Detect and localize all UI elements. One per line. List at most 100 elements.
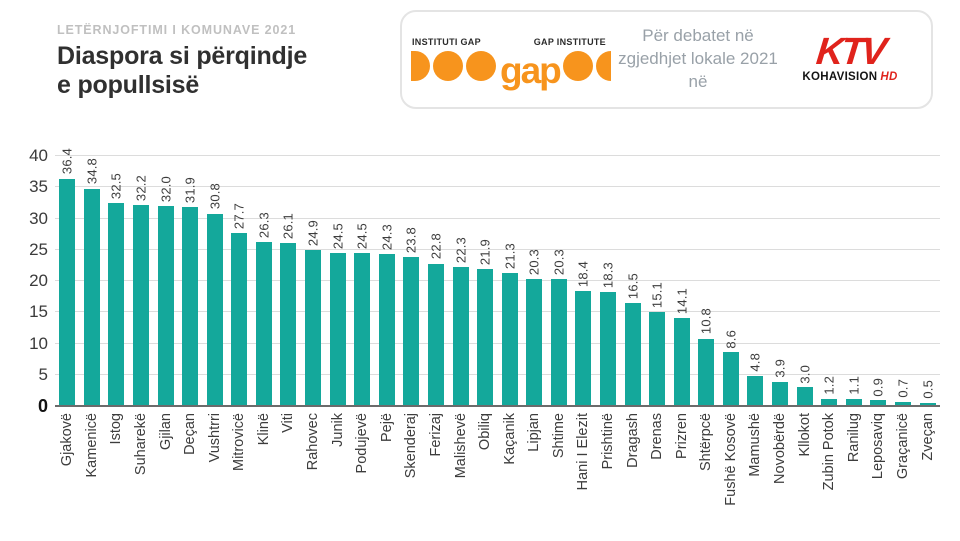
x-axis-label: Junik bbox=[329, 413, 346, 447]
x-axis-cell: Prizren bbox=[669, 413, 694, 538]
chart-column: 32.5 bbox=[104, 156, 129, 406]
chart-column: 32.2 bbox=[129, 156, 154, 406]
x-axis-cell: Obiliq bbox=[473, 413, 498, 538]
x-axis-label: Prishtinë bbox=[600, 413, 616, 470]
chart-column: 27.7 bbox=[227, 156, 252, 406]
bar bbox=[747, 376, 764, 406]
bar-value-label: 18.3 bbox=[600, 261, 616, 288]
x-axis-cell: Shtime bbox=[547, 413, 572, 538]
bar bbox=[526, 279, 543, 406]
x-axis-label: Deçan bbox=[182, 413, 199, 455]
x-axis-cell: Mitrovicë bbox=[227, 413, 252, 538]
gap-institute-logo: INSTITUTI GAP GAP INSTITUTE gap bbox=[411, 37, 611, 89]
chart-column: 34.8 bbox=[80, 156, 105, 406]
y-axis-label: 10 bbox=[29, 333, 48, 353]
bar bbox=[329, 252, 346, 406]
x-axis-cell: Graçanicë bbox=[891, 413, 916, 538]
x-axis-label: Obiliq bbox=[477, 413, 494, 451]
bar-value-label: 34.8 bbox=[84, 158, 100, 185]
y-axis-label: 20 bbox=[29, 271, 48, 290]
chart-column: 24.9 bbox=[301, 156, 326, 406]
bar-value-label: 24.9 bbox=[305, 220, 321, 247]
page-title: Diaspora si përqindje e popullsisë bbox=[57, 42, 307, 99]
chart-column: 8.6 bbox=[719, 156, 744, 406]
bar bbox=[501, 272, 518, 406]
x-axis-cell: Mamushë bbox=[743, 413, 768, 538]
gap-logo-dot-icon bbox=[562, 51, 593, 81]
bar bbox=[919, 402, 936, 406]
chart-column: 20.3 bbox=[522, 156, 547, 406]
x-axis-label: Novobërdë bbox=[772, 413, 789, 484]
bar bbox=[796, 387, 813, 406]
bar bbox=[452, 266, 469, 406]
x-axis-cell: Kaçanik bbox=[497, 413, 522, 538]
bar bbox=[600, 291, 616, 406]
bar-value-label: 20.3 bbox=[526, 249, 542, 276]
bar-value-label: 23.8 bbox=[403, 227, 419, 254]
bar bbox=[59, 178, 76, 406]
chart-column: 1.1 bbox=[842, 156, 867, 406]
chart-column: 22.8 bbox=[424, 156, 449, 406]
x-axis-line bbox=[55, 405, 940, 407]
bar bbox=[157, 206, 174, 406]
gap-logo-caption-right: GAP INSTITUTE bbox=[533, 37, 606, 47]
gridline bbox=[55, 342, 940, 344]
bar bbox=[845, 399, 862, 406]
bar-value-label: 10.8 bbox=[698, 308, 714, 335]
x-axis-cell: Gjilan bbox=[153, 413, 178, 538]
x-axis-label: Zubin Potok bbox=[821, 413, 838, 491]
bar bbox=[821, 398, 838, 406]
bar-value-label: 36.4 bbox=[59, 148, 75, 175]
bar bbox=[673, 317, 690, 406]
chart-column: 3.9 bbox=[768, 156, 793, 406]
x-axis-cell: Malishevë bbox=[448, 413, 473, 538]
y-axis-label: 30 bbox=[29, 208, 48, 228]
y-axis-label: 15 bbox=[29, 302, 48, 322]
bar bbox=[305, 250, 322, 406]
bar-value-label: 32.2 bbox=[133, 174, 149, 201]
x-axis-label: Ferizaj bbox=[427, 413, 444, 457]
bar-value-label: 24.5 bbox=[330, 222, 346, 249]
badge-caption: Për debatet në zgjedhjet lokale 2021 në bbox=[613, 25, 783, 94]
x-axis-label: Klinë bbox=[255, 413, 272, 446]
bar bbox=[575, 291, 592, 406]
bar bbox=[280, 242, 297, 406]
bar bbox=[477, 269, 494, 406]
chart-column: 21.3 bbox=[497, 156, 522, 406]
x-axis-cell: Prishtinë bbox=[596, 413, 621, 538]
x-axis-label: Kaçanik bbox=[501, 413, 518, 465]
ktv-logo-kohavision: KOHAVISION bbox=[802, 71, 878, 84]
bar bbox=[231, 232, 248, 406]
ktv-logo-wordmark: KTV bbox=[814, 30, 886, 73]
bar-value-label: 14.1 bbox=[674, 287, 690, 314]
x-axis-label: Graçanicë bbox=[894, 413, 911, 480]
chart-column: 24.5 bbox=[350, 156, 375, 406]
bar-value-label: 30.8 bbox=[207, 183, 223, 210]
gap-logo-halfdisc-icon bbox=[411, 51, 430, 81]
chart-column: 22.3 bbox=[448, 156, 473, 406]
bar bbox=[255, 241, 272, 406]
bar bbox=[133, 204, 150, 406]
bar-value-label: 3.9 bbox=[772, 358, 788, 378]
bar-value-label: 8.6 bbox=[723, 329, 739, 349]
x-axis-label: Rahovec bbox=[305, 413, 322, 471]
x-axis-cell: Lipjan bbox=[522, 413, 547, 538]
gap-logo-caption-left: INSTITUTI GAP bbox=[412, 37, 481, 47]
bar-value-label: 4.8 bbox=[747, 353, 763, 372]
bar bbox=[182, 206, 199, 406]
bar-value-label: 0.5 bbox=[920, 380, 936, 399]
x-axis-label: Ranilug bbox=[845, 413, 862, 463]
x-axis-cell: Ranilug bbox=[842, 413, 867, 538]
y-axis-label: 40 bbox=[29, 146, 48, 165]
bar-value-label: 3.0 bbox=[797, 364, 813, 384]
x-axis-cell: Kamenicë bbox=[80, 413, 105, 538]
x-axis-label: Fushë Kosovë bbox=[722, 413, 739, 506]
chart-column: 1.2 bbox=[817, 156, 842, 406]
gap-logo-crescent-icon bbox=[595, 51, 611, 81]
x-axis: Gjakovë Kamenicë Istog Suharekë Gjilan Deçan V… bbox=[55, 413, 940, 538]
x-axis-label: Prizren bbox=[673, 413, 690, 459]
chart-column: 36.4 bbox=[55, 148, 80, 406]
x-axis-label: Kllokot bbox=[796, 413, 813, 457]
x-axis-label: Shtërpcë bbox=[698, 413, 715, 472]
title-block: LETËRNJOFTIMI I KOMUNAVE 2021 Diaspora s… bbox=[57, 23, 307, 99]
